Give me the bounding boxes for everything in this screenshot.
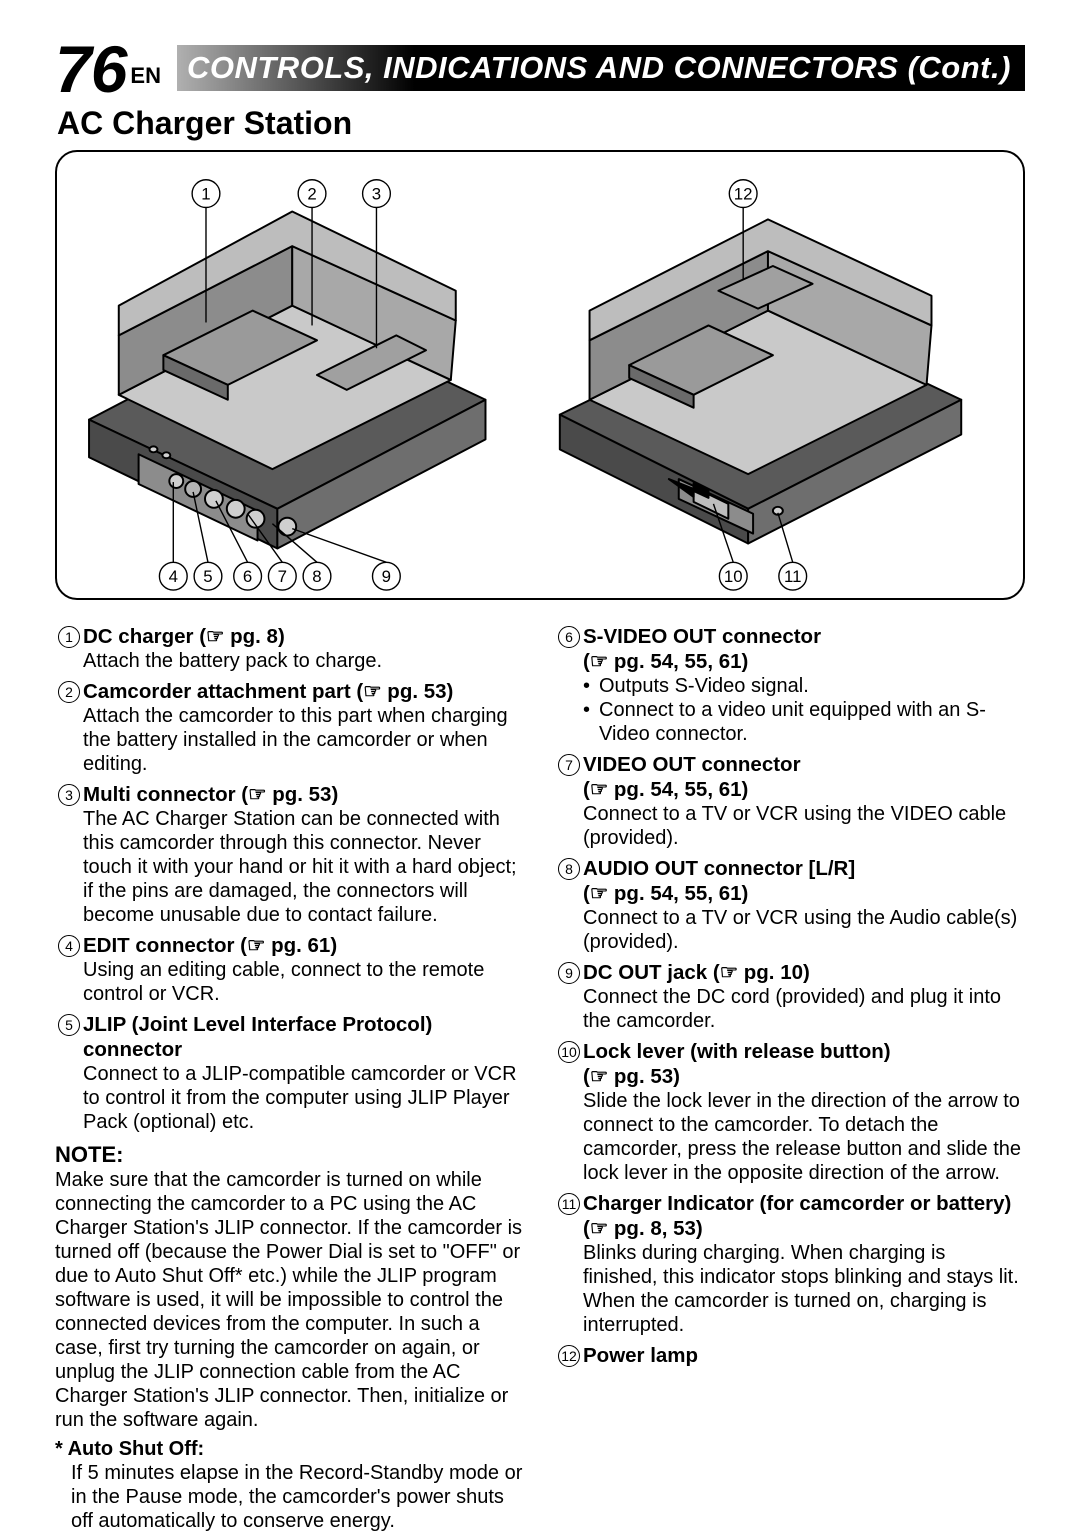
item-title: VIDEO OUT connector [583, 752, 1025, 777]
list-item: 12 Power lamp [555, 1343, 1025, 1368]
item-bullet: •Connect to a video unit equipped with a… [583, 698, 1025, 746]
list-item: 10 Lock lever (with release button)(☞ pg… [555, 1039, 1025, 1185]
item-number-icon: 3 [58, 784, 80, 806]
item-title: Power lamp [583, 1343, 1025, 1368]
item-desc: Using an editing cable, connect to the r… [83, 958, 525, 1006]
callout-7: 7 [278, 568, 287, 587]
item-title-line2: (☞ pg. 53) [583, 1064, 1025, 1089]
item-bullet: •Outputs S-Video signal. [583, 674, 1025, 698]
callout-5: 5 [203, 568, 212, 587]
note-body: Make sure that the camcorder is turned o… [55, 1168, 525, 1432]
callout-9: 9 [382, 568, 391, 587]
item-number-icon: 1 [58, 626, 80, 648]
diagram-frame: 1 2 3 4 5 6 7 8 9 12 10 11 [55, 150, 1025, 600]
note-heading: NOTE: [55, 1142, 525, 1168]
callout-12: 12 [734, 185, 753, 204]
callout-10: 10 [724, 568, 743, 587]
item-title: Charger Indicator (for camcorder or batt… [583, 1191, 1025, 1241]
callout-1: 1 [201, 185, 210, 204]
section-banner: CONTROLS, INDICATIONS AND CONNECTORS (Co… [177, 45, 1025, 91]
charger-diagram: 1 2 3 4 5 6 7 8 9 12 10 11 [57, 152, 1023, 598]
item-number-icon: 5 [58, 1014, 80, 1036]
item-title-line2: (☞ pg. 54, 55, 61) [583, 881, 1025, 906]
item-number-icon: 10 [558, 1041, 580, 1063]
item-number-icon: 9 [558, 962, 580, 984]
section-title: AC Charger Station [57, 105, 1025, 142]
note-sub-body: If 5 minutes elapse in the Record-Standb… [55, 1461, 525, 1533]
list-item: 6 S-VIDEO OUT connector(☞ pg. 54, 55, 61… [555, 624, 1025, 746]
item-number-icon: 4 [58, 935, 80, 957]
item-title: JLIP (Joint Level Interface Protocol) co… [83, 1012, 525, 1062]
list-item: 9 DC OUT jack (☞ pg. 10)Connect the DC c… [555, 960, 1025, 1033]
list-item: 7 VIDEO OUT connector(☞ pg. 54, 55, 61)C… [555, 752, 1025, 850]
item-desc: Connect to a TV or VCR using the VIDEO c… [583, 802, 1025, 850]
banner-title: CONTROLS, INDICATIONS AND CONNECTORS (Co… [187, 50, 1011, 86]
item-title: Multi connector (☞ pg. 53) [83, 782, 525, 807]
item-title-line2: (☞ pg. 54, 55, 61) [583, 649, 1025, 674]
list-item: 11 Charger Indicator (for camcorder or b… [555, 1191, 1025, 1337]
item-desc: Connect to a JLIP-compatible camcorder o… [83, 1062, 525, 1134]
item-title: Camcorder attachment part (☞ pg. 53) [83, 679, 525, 704]
item-desc: Attach the battery pack to charge. [83, 649, 525, 673]
list-item: 2 Camcorder attachment part (☞ pg. 53)At… [55, 679, 525, 776]
left-column: 1 DC charger (☞ pg. 8)Attach the battery… [55, 624, 525, 1533]
callout-8: 8 [312, 568, 321, 587]
item-title: AUDIO OUT connector [L/R] [583, 856, 1025, 881]
list-item: 8 AUDIO OUT connector [L/R](☞ pg. 54, 55… [555, 856, 1025, 954]
note-subhead: * Auto Shut Off: [55, 1438, 525, 1461]
item-number-icon: 8 [558, 858, 580, 880]
item-number-icon: 6 [558, 626, 580, 648]
item-number-icon: 11 [558, 1193, 580, 1215]
item-title-line2: (☞ pg. 54, 55, 61) [583, 777, 1025, 802]
item-desc: Attach the camcorder to this part when c… [83, 704, 525, 776]
language-code: EN [130, 63, 161, 89]
page-header: 76 EN CONTROLS, INDICATIONS AND CONNECTO… [55, 40, 1025, 99]
item-title: S-VIDEO OUT connector [583, 624, 1025, 649]
item-number-icon: 2 [58, 681, 80, 703]
item-title: EDIT connector (☞ pg. 61) [83, 933, 525, 958]
item-number-icon: 12 [558, 1345, 580, 1367]
description-columns: 1 DC charger (☞ pg. 8)Attach the battery… [55, 624, 1025, 1533]
callout-6: 6 [243, 568, 252, 587]
list-item: 1 DC charger (☞ pg. 8)Attach the battery… [55, 624, 525, 673]
item-desc: Connect the DC cord (provided) and plug … [583, 985, 1025, 1033]
item-desc: Slide the lock lever in the direction of… [583, 1089, 1025, 1185]
callout-4: 4 [169, 568, 178, 587]
item-desc: The AC Charger Station can be connected … [83, 807, 525, 927]
page-number: 76 [55, 40, 126, 99]
list-item: 5 JLIP (Joint Level Interface Protocol) … [55, 1012, 525, 1134]
right-column: 6 S-VIDEO OUT connector(☞ pg. 54, 55, 61… [555, 624, 1025, 1533]
list-item: 4 EDIT connector (☞ pg. 61)Using an edit… [55, 933, 525, 1006]
item-title: Lock lever (with release button) [583, 1039, 1025, 1064]
item-number-icon: 7 [558, 754, 580, 776]
list-item: 3 Multi connector (☞ pg. 53)The AC Charg… [55, 782, 525, 927]
item-desc: Blinks during charging. When charging is… [583, 1241, 1025, 1337]
callout-2: 2 [307, 185, 316, 204]
item-desc: Connect to a TV or VCR using the Audio c… [583, 906, 1025, 954]
callout-3: 3 [372, 185, 381, 204]
callout-11: 11 [784, 568, 801, 587]
item-title: DC charger (☞ pg. 8) [83, 624, 525, 649]
item-title: DC OUT jack (☞ pg. 10) [583, 960, 1025, 985]
